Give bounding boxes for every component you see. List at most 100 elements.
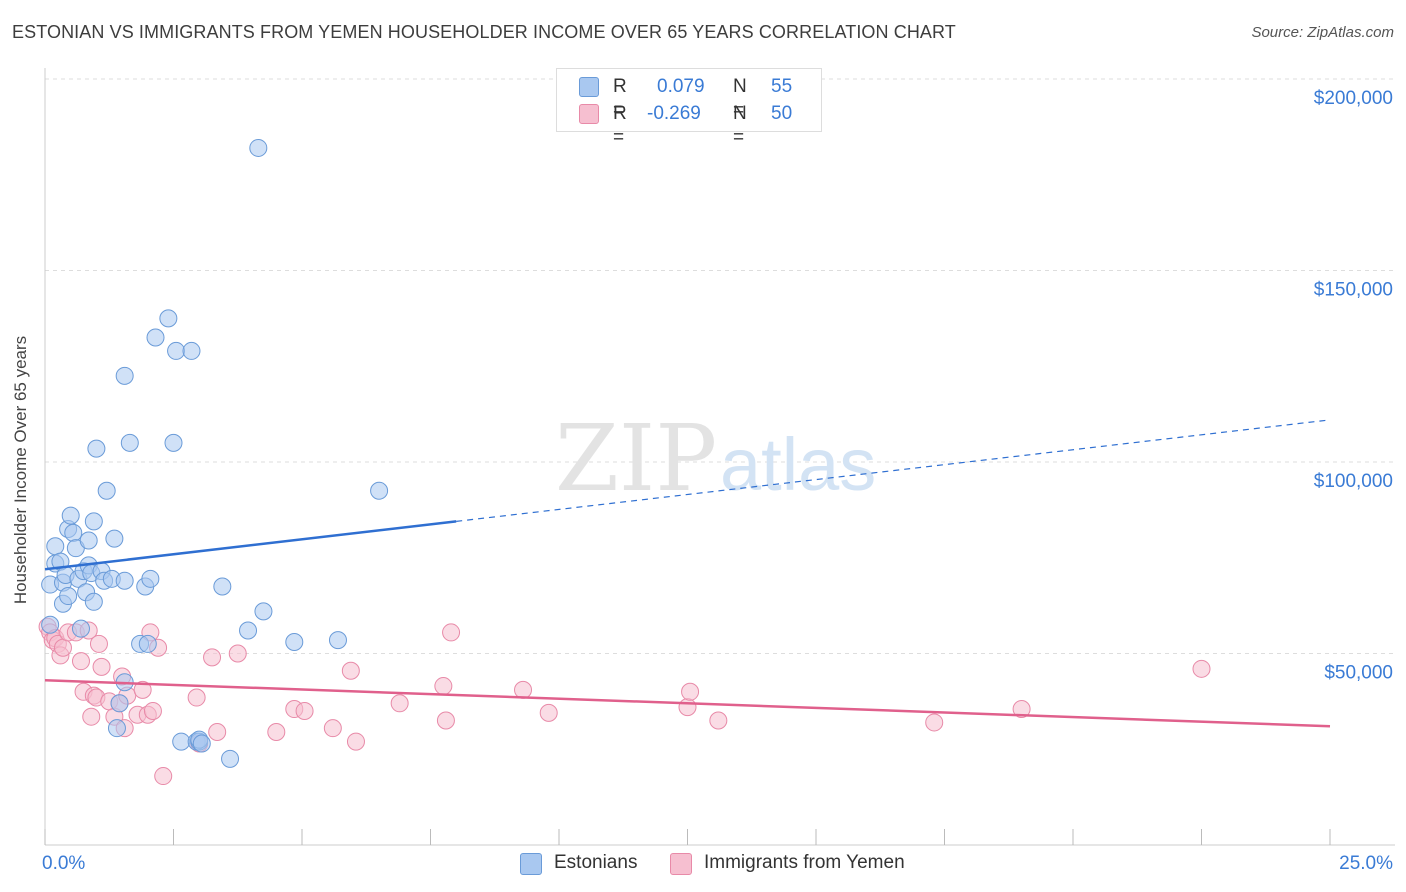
point-estonians xyxy=(87,439,106,458)
point-estonians xyxy=(110,694,129,713)
stats-r-label: R = xyxy=(613,103,627,148)
trend-line-yemen xyxy=(44,679,1331,728)
point-yemen xyxy=(154,767,173,786)
grid-lines xyxy=(45,78,1395,654)
point-yemen xyxy=(82,707,101,726)
point-estonians xyxy=(370,481,389,500)
point-estonians xyxy=(115,366,134,385)
point-estonians xyxy=(285,633,304,652)
point-estonians xyxy=(192,734,211,753)
y-tick-label: $100,000 xyxy=(1314,471,1393,492)
point-yemen xyxy=(323,719,342,738)
stats-r-label: R = xyxy=(613,76,627,121)
x-tick-label: 0.0% xyxy=(42,853,85,874)
trend-line-estonians xyxy=(44,520,457,571)
point-estonians xyxy=(239,621,258,640)
point-estonians xyxy=(146,328,165,347)
point-yemen xyxy=(1192,659,1211,678)
point-yemen xyxy=(143,701,162,720)
point-estonians xyxy=(164,433,183,452)
point-estonians xyxy=(254,602,273,621)
point-estonians xyxy=(97,481,116,500)
watermark: ZIP atlas xyxy=(555,405,876,512)
y-axis-label: Householder Income Over 65 years xyxy=(11,335,30,605)
point-estonians xyxy=(64,523,83,542)
legend-label: Immigrants from Yemen xyxy=(704,852,905,873)
trend-lines xyxy=(44,419,1331,728)
point-yemen xyxy=(267,723,286,742)
point-estonians xyxy=(41,615,60,634)
point-estonians xyxy=(46,537,65,556)
point-estonians xyxy=(84,592,103,611)
point-estonians xyxy=(61,506,80,525)
stats-n-value: 55 xyxy=(771,76,793,97)
trend-line-estonians-extension xyxy=(456,419,1331,522)
stats-r-value: -0.269 xyxy=(647,103,701,124)
x-tick-labels: 0.0% 25.0% xyxy=(42,853,1393,874)
y-tick-label: $50,000 xyxy=(1324,663,1393,684)
y-tick-label: $200,000 xyxy=(1314,88,1393,109)
legend-label: Estonians xyxy=(554,852,638,873)
stats-n-label: N = xyxy=(733,103,747,148)
legend-swatch-pink xyxy=(670,853,692,875)
point-estonians xyxy=(107,719,126,738)
watermark-zip: ZIP xyxy=(555,405,717,512)
source-label: Source: ZipAtlas.com xyxy=(1251,24,1394,41)
point-yemen xyxy=(53,638,72,657)
stats-swatch-pink xyxy=(579,104,599,124)
point-yemen xyxy=(71,652,90,671)
point-yemen xyxy=(133,680,152,699)
point-estonians xyxy=(172,732,191,751)
point-estonians xyxy=(182,341,201,360)
series-estonians xyxy=(41,138,389,768)
point-yemen xyxy=(1012,700,1031,719)
point-estonians xyxy=(221,749,240,768)
stats-n-value: 50 xyxy=(771,103,793,124)
point-estonians xyxy=(141,569,160,588)
point-yemen xyxy=(341,661,360,680)
point-yemen xyxy=(228,644,247,663)
point-yemen xyxy=(514,680,533,699)
y-axis-label-wrap: Householder Income Over 65 years xyxy=(6,300,36,640)
point-estonians xyxy=(79,531,98,550)
stats-n-label: N = xyxy=(733,76,747,121)
point-yemen xyxy=(390,694,409,713)
point-yemen xyxy=(539,703,558,722)
point-estonians xyxy=(71,619,90,638)
point-estonians xyxy=(159,309,178,328)
point-estonians xyxy=(105,529,124,548)
point-yemen xyxy=(295,701,314,720)
point-yemen xyxy=(436,711,455,730)
point-yemen xyxy=(678,698,697,717)
point-estonians xyxy=(249,138,268,157)
point-estonians xyxy=(167,341,186,360)
chart-title: ESTONIAN VS IMMIGRANTS FROM YEMEN HOUSEH… xyxy=(12,22,956,42)
point-yemen xyxy=(709,711,728,730)
x-tick-label: 25.0% xyxy=(1339,853,1393,874)
y-tick-labels: $50,000 $100,000 $150,000 $200,000 xyxy=(1314,88,1393,684)
watermark-atlas: atlas xyxy=(720,423,876,506)
point-yemen xyxy=(203,648,222,667)
axes xyxy=(44,68,1395,846)
point-yemen xyxy=(346,732,365,751)
point-yemen xyxy=(681,682,700,701)
point-yemen xyxy=(89,634,108,653)
point-yemen xyxy=(208,723,227,742)
point-yemen xyxy=(434,677,453,696)
point-yemen xyxy=(187,688,206,707)
point-estonians xyxy=(115,571,134,590)
y-tick-label: $150,000 xyxy=(1314,280,1393,301)
point-yemen xyxy=(925,713,944,732)
stats-swatch-blue xyxy=(579,77,599,97)
point-estonians xyxy=(59,587,78,606)
point-yemen xyxy=(442,623,461,642)
stats-box: R = 0.079 N = 55 R = -0.269 N = 50 xyxy=(556,68,822,148)
point-estonians xyxy=(213,577,232,596)
point-estonians xyxy=(120,433,139,452)
stats-r-value: 0.079 xyxy=(657,76,705,97)
legend-swatch-blue xyxy=(520,853,542,875)
point-yemen xyxy=(92,657,111,676)
point-estonians xyxy=(328,631,347,650)
point-estonians xyxy=(138,634,157,653)
